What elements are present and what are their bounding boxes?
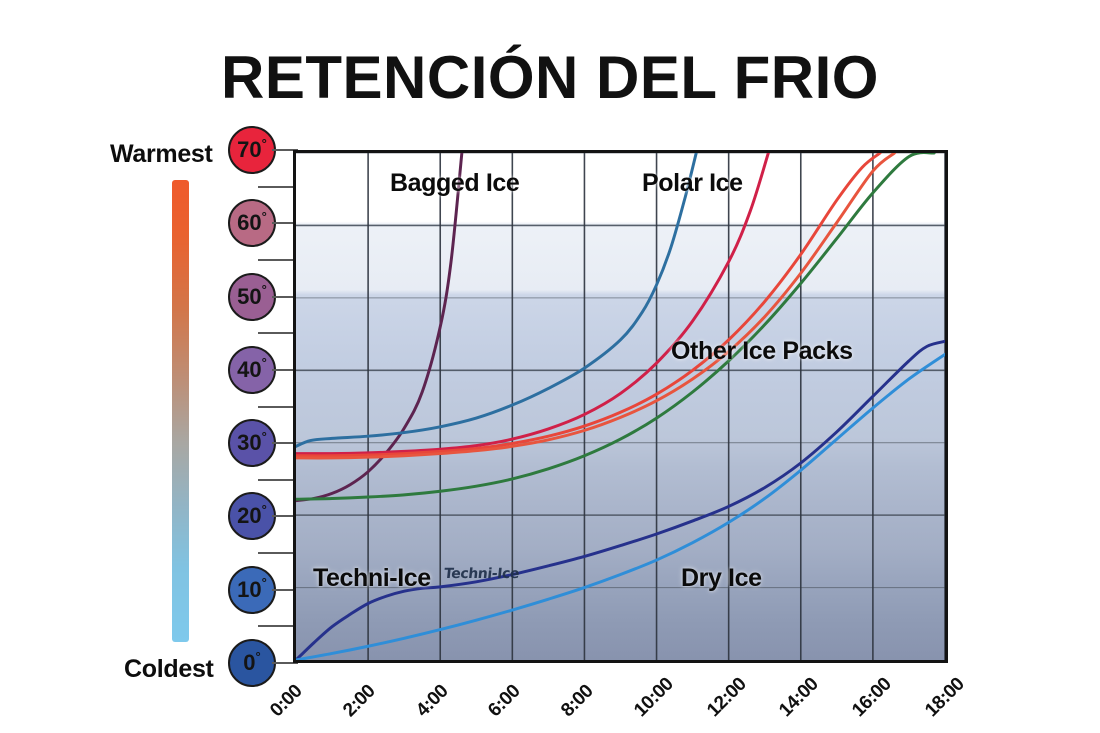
x-axis-tick-label: 12:00 [702, 673, 751, 722]
y-axis-tick-minor [258, 332, 298, 335]
y-axis-badge-20: 20 ° [228, 492, 276, 541]
x-axis-tick-label: 2:00 [338, 680, 380, 722]
chart-plot-area: Bagged Ice Polar Ice Other Ice Packs Tec… [293, 150, 948, 663]
coldest-caption: Coldest [124, 655, 214, 683]
y-axis-tick-major [272, 368, 298, 371]
y-axis-badge-value: 0 [243, 650, 256, 675]
degree-symbol-icon: ° [261, 135, 267, 151]
y-axis-badge-30: 30 ° [228, 419, 276, 468]
y-axis-tick-minor [258, 405, 298, 408]
x-axis-tick-label: 0:00 [266, 680, 307, 722]
y-axis-tick-minor [258, 625, 298, 628]
degree-symbol-icon: ° [261, 208, 267, 224]
y-axis-badges: 70 ° 60 ° 50 ° 40 ° 30 ° 20 ° 10 ° 0 ° [228, 126, 290, 687]
warmest-caption: Warmest [110, 140, 213, 168]
y-axis-tick-minor [258, 258, 298, 261]
page-title: RETENCIÓN DEL FRIO [221, 44, 879, 112]
y-axis-badge-value: 60 [237, 210, 262, 236]
chart-curves-svg [296, 153, 945, 660]
series-label-polar-ice: Polar Ice [642, 169, 743, 197]
y-axis-badge-50: 50 ° [228, 272, 276, 321]
y-axis-badge-value: 40 [237, 356, 262, 382]
degree-symbol-icon: ° [261, 501, 267, 517]
series-curve-other-ice-packs-2 [296, 153, 882, 458]
y-axis-tick-major [272, 588, 298, 591]
series-label-techni-ice: Techni-Ice [313, 564, 431, 592]
y-axis-tick-major [272, 149, 298, 151]
x-axis-tick-label: 16:00 [848, 673, 896, 722]
y-axis-tick-minor [258, 552, 298, 555]
degree-symbol-icon: ° [261, 282, 267, 298]
y-axis-tick-major [272, 222, 298, 225]
x-axis-tick-label: 10:00 [630, 673, 678, 722]
degree-symbol-icon: ° [255, 648, 261, 664]
x-axis-tick-label: 6:00 [484, 680, 525, 722]
y-axis-badge-value: 10 [237, 576, 262, 602]
y-axis-tick-major [272, 295, 298, 298]
y-axis-badge-value: 50 [237, 283, 262, 309]
degree-symbol-icon: ° [261, 355, 267, 371]
series-label-other-ice-packs: Other Ice Packs [671, 337, 853, 365]
x-axis-tick-label: 4:00 [411, 680, 453, 722]
y-axis-tick-major [272, 442, 298, 445]
series-label-dry-ice: Dry Ice [681, 564, 762, 592]
series-curve-other-ice-packs-3 [296, 153, 897, 460]
x-axis-tick-label: 8:00 [557, 680, 598, 722]
y-axis-badge-10: 10 ° [228, 565, 276, 614]
series-curve-polar-ice [296, 153, 698, 448]
y-axis-badge-value: 20 [237, 503, 262, 529]
y-axis-badge-40: 40 ° [228, 345, 276, 394]
y-axis-badge-0: 0 ° [228, 639, 276, 687]
series-curve-bagged-ice [296, 153, 464, 503]
y-axis-tick-minor [258, 478, 298, 481]
series-curve-dry-ice [296, 352, 945, 660]
x-axis-tick-label: 14:00 [775, 673, 824, 722]
degree-symbol-icon: ° [261, 428, 267, 444]
x-axis-tick-label: 18:00 [921, 673, 969, 722]
techni-ice-logo: Techni-Ice [443, 566, 520, 582]
x-axis-labels: 0:00 2:00 4:00 6:00 8:00 10:00 12:00 14:00 16:00… [266, 663, 993, 733]
y-axis-badge-70: 70 ° [228, 126, 276, 174]
y-axis-badge-value: 30 [237, 430, 262, 456]
series-curve-techni-ice [296, 339, 945, 660]
y-axis-badge-60: 60 ° [228, 199, 276, 248]
y-axis-tick-major [272, 515, 298, 518]
series-curve-other-ice-packs-4 [296, 153, 936, 501]
temperature-gradient-bar [172, 180, 189, 642]
series-curve-other-ice-packs-1 [296, 153, 770, 456]
y-axis-badge-value: 70 [237, 137, 262, 162]
y-axis-tick-minor [258, 185, 298, 188]
y-axis-tick-major [272, 662, 298, 664]
degree-symbol-icon: ° [261, 575, 267, 591]
series-label-bagged-ice: Bagged Ice [390, 169, 520, 197]
